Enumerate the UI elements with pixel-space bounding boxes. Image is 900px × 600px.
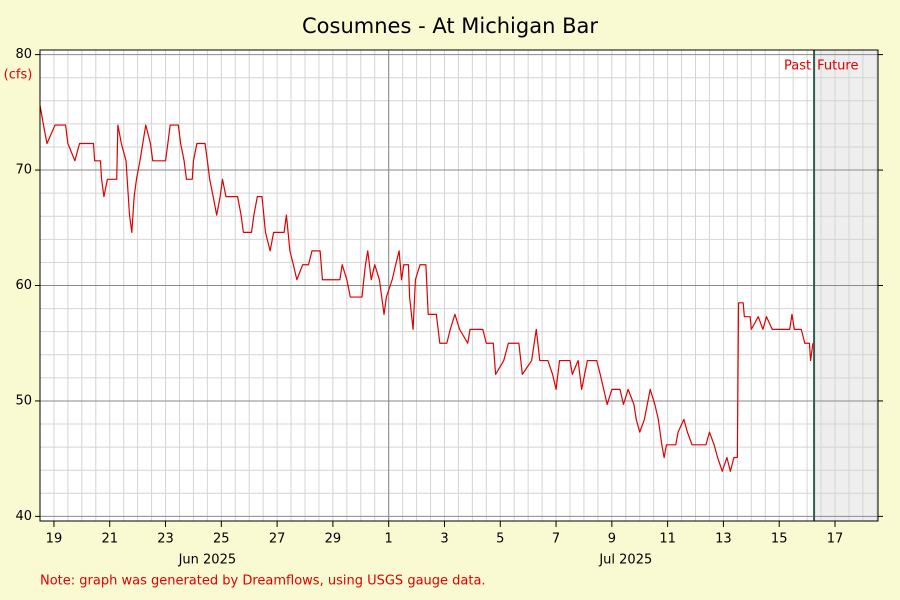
- x-tick-label: 1: [385, 532, 393, 547]
- y-tick-label: 60: [15, 278, 32, 293]
- plot-frame: [39, 49, 879, 522]
- data-line: [39, 105, 814, 472]
- x-tick-label: 21: [101, 532, 118, 547]
- y-tick-label: 50: [15, 393, 32, 408]
- x-tick-label: 19: [46, 532, 63, 547]
- plot-area: [35, 49, 883, 527]
- chart-title: Cosumnes - At Michigan Bar: [302, 14, 598, 38]
- past-label: Past: [784, 59, 811, 74]
- y-unit-label: (cfs): [4, 68, 33, 83]
- y-tick-label: 40: [15, 509, 32, 524]
- note: Note: graph was generated by Dreamflows,…: [40, 574, 486, 589]
- x-tick-label: 9: [608, 532, 616, 547]
- x-tick-label: 5: [496, 532, 504, 547]
- future-label: Future: [817, 59, 858, 74]
- y-tick-label: 70: [15, 163, 32, 178]
- x-tick-label: 15: [771, 532, 788, 547]
- x-tick-label: 17: [827, 532, 844, 547]
- x-tick-label: 27: [269, 532, 286, 547]
- x-tick-label: 29: [325, 532, 342, 547]
- month-label: Jun 2025: [178, 553, 237, 568]
- x-tick-label: 25: [213, 532, 230, 547]
- x-tick-label: 3: [440, 532, 448, 547]
- x-tick-label: 11: [659, 532, 676, 547]
- x-tick-label: 7: [552, 532, 560, 547]
- x-tick-label: 13: [715, 532, 732, 547]
- y-tick-label: 80: [15, 47, 32, 62]
- month-label: Jul 2025: [598, 553, 652, 568]
- x-tick-label: 23: [157, 532, 174, 547]
